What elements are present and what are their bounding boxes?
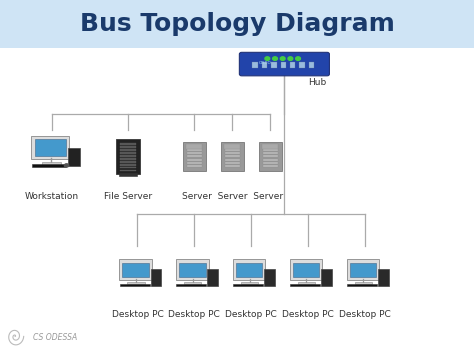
Circle shape: [64, 164, 69, 167]
FancyBboxPatch shape: [225, 155, 240, 157]
FancyBboxPatch shape: [225, 162, 240, 164]
FancyBboxPatch shape: [119, 149, 137, 151]
FancyBboxPatch shape: [187, 155, 202, 157]
FancyBboxPatch shape: [225, 165, 240, 167]
Text: Workstation: Workstation: [25, 192, 79, 201]
FancyBboxPatch shape: [233, 284, 264, 286]
FancyBboxPatch shape: [225, 158, 240, 161]
Text: CISCO: CISCO: [259, 61, 272, 65]
FancyBboxPatch shape: [119, 158, 137, 159]
FancyBboxPatch shape: [151, 268, 162, 286]
Text: Desktop PC: Desktop PC: [168, 310, 220, 319]
FancyBboxPatch shape: [350, 263, 376, 277]
FancyBboxPatch shape: [68, 148, 80, 167]
FancyBboxPatch shape: [183, 142, 206, 171]
FancyBboxPatch shape: [347, 284, 377, 286]
FancyBboxPatch shape: [262, 62, 267, 68]
FancyBboxPatch shape: [35, 139, 66, 156]
FancyBboxPatch shape: [225, 152, 240, 154]
FancyBboxPatch shape: [290, 284, 320, 286]
FancyBboxPatch shape: [259, 142, 282, 171]
FancyBboxPatch shape: [186, 144, 202, 149]
FancyBboxPatch shape: [122, 263, 149, 277]
FancyBboxPatch shape: [298, 282, 315, 284]
FancyBboxPatch shape: [262, 144, 278, 149]
FancyBboxPatch shape: [187, 162, 202, 164]
FancyBboxPatch shape: [187, 152, 202, 154]
Circle shape: [273, 57, 277, 61]
FancyBboxPatch shape: [119, 143, 137, 145]
Text: File Server: File Server: [104, 192, 152, 201]
FancyBboxPatch shape: [119, 155, 137, 157]
FancyBboxPatch shape: [263, 162, 278, 164]
FancyBboxPatch shape: [32, 164, 66, 167]
Text: Desktop PC: Desktop PC: [282, 310, 334, 319]
FancyBboxPatch shape: [224, 144, 240, 149]
FancyBboxPatch shape: [263, 152, 278, 154]
FancyBboxPatch shape: [119, 167, 137, 168]
FancyBboxPatch shape: [241, 282, 258, 284]
FancyBboxPatch shape: [346, 259, 379, 280]
FancyBboxPatch shape: [264, 268, 275, 286]
Circle shape: [280, 57, 285, 61]
FancyBboxPatch shape: [299, 62, 305, 68]
Text: Desktop PC: Desktop PC: [339, 310, 391, 319]
FancyBboxPatch shape: [31, 136, 69, 159]
Text: Bus Topology Diagram: Bus Topology Diagram: [80, 12, 394, 36]
FancyBboxPatch shape: [187, 149, 202, 151]
Text: Hub: Hub: [308, 78, 327, 87]
FancyBboxPatch shape: [225, 149, 240, 151]
FancyBboxPatch shape: [176, 284, 206, 286]
FancyBboxPatch shape: [290, 62, 295, 68]
FancyBboxPatch shape: [0, 0, 474, 48]
Text: Server  Server  Server: Server Server Server: [182, 192, 283, 201]
FancyBboxPatch shape: [116, 139, 140, 174]
FancyBboxPatch shape: [179, 263, 206, 277]
Circle shape: [296, 57, 301, 61]
FancyBboxPatch shape: [252, 62, 258, 68]
FancyBboxPatch shape: [221, 142, 244, 171]
FancyBboxPatch shape: [263, 165, 278, 167]
FancyBboxPatch shape: [119, 146, 137, 148]
FancyBboxPatch shape: [119, 259, 152, 280]
FancyBboxPatch shape: [42, 162, 61, 165]
Circle shape: [265, 57, 270, 61]
Text: Desktop PC: Desktop PC: [225, 310, 277, 319]
FancyBboxPatch shape: [119, 173, 137, 176]
FancyBboxPatch shape: [233, 259, 265, 280]
FancyBboxPatch shape: [119, 164, 137, 166]
FancyBboxPatch shape: [119, 161, 137, 163]
FancyBboxPatch shape: [187, 165, 202, 167]
Text: Desktop PC: Desktop PC: [111, 310, 164, 319]
FancyBboxPatch shape: [281, 62, 286, 68]
FancyBboxPatch shape: [187, 158, 202, 161]
Text: CS ODESSA: CS ODESSA: [33, 333, 77, 342]
FancyBboxPatch shape: [119, 152, 137, 154]
FancyBboxPatch shape: [309, 62, 314, 68]
FancyBboxPatch shape: [119, 284, 149, 286]
FancyBboxPatch shape: [263, 149, 278, 151]
FancyBboxPatch shape: [293, 263, 319, 277]
FancyBboxPatch shape: [236, 263, 263, 277]
FancyBboxPatch shape: [184, 282, 201, 284]
FancyBboxPatch shape: [355, 282, 372, 284]
Circle shape: [288, 57, 293, 61]
FancyBboxPatch shape: [263, 155, 278, 157]
FancyBboxPatch shape: [127, 282, 145, 284]
FancyBboxPatch shape: [208, 268, 219, 286]
FancyBboxPatch shape: [239, 52, 329, 76]
FancyBboxPatch shape: [290, 259, 322, 280]
FancyBboxPatch shape: [119, 169, 137, 172]
FancyBboxPatch shape: [176, 259, 209, 280]
FancyBboxPatch shape: [263, 158, 278, 161]
FancyBboxPatch shape: [271, 62, 277, 68]
FancyBboxPatch shape: [378, 268, 389, 286]
FancyBboxPatch shape: [321, 268, 332, 286]
